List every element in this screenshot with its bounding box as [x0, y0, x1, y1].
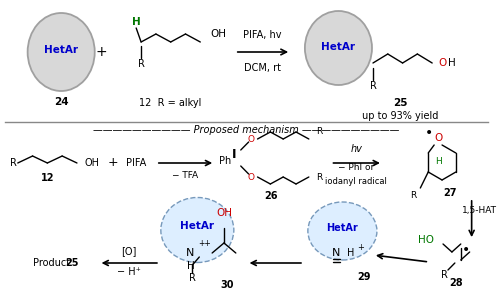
Text: O: O — [434, 133, 442, 143]
Text: Product: Product — [32, 258, 70, 268]
Text: O: O — [247, 134, 254, 144]
Text: 29: 29 — [358, 272, 371, 282]
Text: HO: HO — [418, 235, 434, 245]
Text: HetAr: HetAr — [180, 221, 214, 231]
Text: 30: 30 — [220, 280, 234, 290]
Text: N: N — [186, 248, 194, 258]
Text: − PhI or: − PhI or — [338, 163, 374, 173]
Text: +: + — [356, 243, 364, 251]
Text: HetAr: HetAr — [322, 42, 356, 52]
Text: up to 93% yield: up to 93% yield — [362, 111, 439, 121]
Text: hv: hv — [350, 144, 362, 154]
Text: R: R — [410, 190, 416, 200]
Text: PIFA, hv: PIFA, hv — [243, 30, 282, 40]
Text: HetAr: HetAr — [44, 45, 78, 55]
Text: PIFA: PIFA — [126, 158, 146, 168]
Text: O: O — [438, 58, 446, 68]
Text: •: • — [462, 243, 470, 257]
Text: 12: 12 — [40, 173, 54, 183]
Text: N: N — [332, 248, 340, 258]
Text: O: O — [247, 173, 254, 181]
Text: •: • — [425, 126, 434, 140]
Text: HetAr: HetAr — [326, 223, 358, 233]
Text: H: H — [346, 248, 354, 258]
Text: iodanyl radical: iodanyl radical — [326, 176, 387, 185]
Text: ++: ++ — [198, 239, 210, 248]
Text: H: H — [434, 158, 442, 166]
Text: OH: OH — [216, 208, 232, 218]
Text: H: H — [448, 58, 456, 68]
Text: H: H — [186, 261, 194, 271]
Text: OH: OH — [210, 29, 226, 39]
Text: I: I — [232, 149, 236, 161]
Text: H: H — [132, 17, 140, 27]
Text: R: R — [316, 173, 322, 181]
Text: 24: 24 — [54, 97, 68, 107]
Ellipse shape — [305, 11, 372, 85]
Text: R: R — [138, 59, 144, 69]
Text: 26: 26 — [264, 191, 278, 201]
Text: R: R — [189, 273, 196, 283]
Text: 27: 27 — [443, 188, 456, 198]
Text: R: R — [370, 81, 376, 91]
Text: [O]: [O] — [122, 246, 137, 256]
Text: 12  R = alkyl: 12 R = alkyl — [138, 98, 201, 108]
Text: 28: 28 — [449, 278, 462, 288]
Text: OH: OH — [85, 158, 100, 168]
Text: —————————— Proposed mechanism ——————————: —————————— Proposed mechanism —————————— — [94, 125, 400, 135]
Ellipse shape — [308, 202, 377, 260]
Text: − H⁺: − H⁺ — [118, 267, 141, 277]
Text: 25: 25 — [394, 98, 408, 108]
Text: R: R — [441, 270, 448, 280]
Text: DCM, rt: DCM, rt — [244, 63, 281, 73]
Text: − TFA: − TFA — [172, 171, 199, 180]
Text: R: R — [316, 127, 322, 137]
Text: 25: 25 — [65, 258, 78, 268]
Text: +: + — [107, 156, 118, 169]
Text: R: R — [10, 158, 16, 168]
Text: 1,5-HAT: 1,5-HAT — [462, 205, 497, 214]
Text: Ph: Ph — [218, 156, 231, 166]
Ellipse shape — [28, 13, 94, 91]
Ellipse shape — [161, 197, 234, 263]
Text: +: + — [96, 45, 108, 59]
